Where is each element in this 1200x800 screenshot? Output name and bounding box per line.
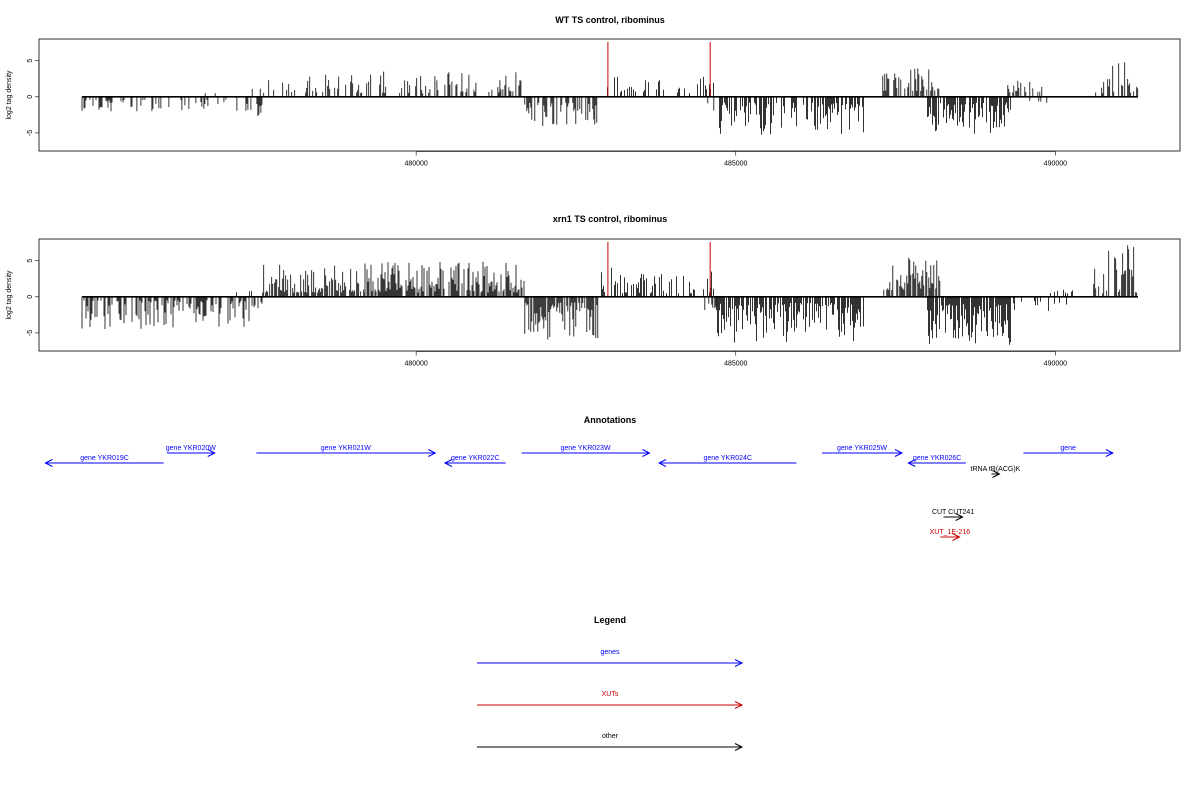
panel-title: xrn1 TS control, ribominus [553,214,668,224]
y-axis: -5 0 5 [27,259,40,336]
feature-label: gene YKR026C [913,455,962,462]
feature-arrow-head [992,470,1001,478]
bar-series [81,245,1138,345]
feature-arrow-head [207,449,216,457]
feature-0: gene YKR019C [44,455,164,467]
marker-lines [607,42,711,97]
feature-4: gene YKR023W [521,445,651,457]
x-axis: 480000 485000 490000 [404,351,1067,368]
feature-5: gene YKR024C [657,455,797,467]
legend-arrow-head [734,701,744,709]
feature-8: tRNA tR(ACG)K [971,466,1021,478]
legend: Legend genes XUTs other [477,615,744,751]
feature-arrow-head [642,449,651,457]
feature-list: gene YKR019C gene YKR020W gene YKR021W gene… [44,445,1115,541]
feature-arrow-head [657,459,667,467]
feature-arrow-head [894,449,904,457]
legend-item-0: genes [477,649,744,667]
feature-arrow-head [952,533,961,541]
feature-10: CUT CUT241 [932,509,974,521]
legend-label: other [602,733,619,740]
y-tick-label: -5 [27,330,34,336]
feature-label: gene [1060,445,1076,452]
x-tick-label: 480000 [404,161,427,168]
legend-item-2: other [477,733,744,751]
feature-7: gene YKR026C [907,455,966,467]
y-tick-label: 5 [27,59,34,63]
feature-label: gene YKR020W [166,445,216,452]
legend-arrow-head [734,743,744,751]
feature-label: gene YKR021W [321,445,371,452]
feature-label: XUT_1E-216 [930,529,971,536]
bar-series [81,62,1139,135]
x-tick-label: 480000 [404,361,427,368]
feature-label: gene YKR025W [837,445,887,452]
feature-label: gene YKR022C [451,455,500,462]
feature-2: gene YKR021W [256,445,437,457]
y-axis-label: log2 tag density [6,270,13,320]
y-axis: -5 0 5 [27,59,40,136]
legend-label: XUTs [602,691,619,698]
feature-arrow-head [443,459,453,467]
feature-label: tRNA tR(ACG)K [971,466,1021,473]
x-axis: 480000 485000 490000 [404,151,1067,168]
x-tick-label: 485000 [724,361,747,368]
legend-label: genes [600,649,620,656]
feature-3: gene YKR022C [443,455,506,467]
feature-arrow-head [907,459,916,467]
marker-lines [607,242,711,297]
feature-9: gene [1023,445,1115,457]
y-axis-label: log2 tag density [6,70,13,120]
feature-arrow-head [955,513,964,521]
feature-label: gene YKR023W [560,445,610,452]
coverage-panel-xrn1: xrn1 TS control, ribominus log2 tag dens… [6,214,1181,368]
legend-title: Legend [594,615,626,625]
feature-11: XUT_1E-216 [930,529,971,541]
legend-items: genes XUTs other [477,649,744,751]
feature-label: gene YKR024C [703,455,752,462]
feature-label: gene YKR019C [80,455,129,462]
y-tick-label: -5 [27,130,34,136]
feature-6: gene YKR025W [822,445,904,457]
feature-arrow-head [428,449,437,457]
panel-title: WT TS control, ribominus [555,15,665,25]
feature-arrow-head [44,459,53,467]
y-tick-label: 0 [27,295,34,299]
feature-1: gene YKR020W [166,445,216,457]
legend-item-1: XUTs [477,691,744,709]
y-tick-label: 5 [27,259,34,263]
legend-arrow-head [734,659,744,667]
annotations-title: Annotations [584,415,637,425]
x-tick-label: 490000 [1044,361,1067,368]
x-tick-label: 490000 [1044,161,1067,168]
y-tick-label: 0 [27,95,34,99]
coverage-panel-wt: WT TS control, ribominus log2 tag densit… [6,15,1181,168]
feature-arrow-head [1105,449,1115,457]
feature-label: CUT CUT241 [932,509,974,516]
x-tick-label: 485000 [724,161,747,168]
